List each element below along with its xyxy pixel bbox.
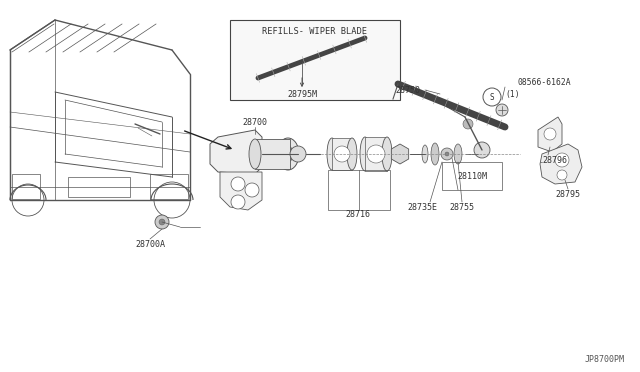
Text: 28795M: 28795M — [287, 90, 317, 99]
Circle shape — [245, 183, 259, 197]
Circle shape — [367, 145, 385, 163]
Text: 28796: 28796 — [543, 155, 568, 164]
Text: JP8700PM: JP8700PM — [585, 356, 625, 365]
Ellipse shape — [283, 146, 293, 162]
Circle shape — [496, 104, 508, 116]
Bar — [68, 177, 130, 197]
Text: S: S — [490, 93, 494, 102]
Circle shape — [334, 146, 350, 162]
Polygon shape — [391, 144, 409, 164]
Bar — [332, 138, 352, 170]
Polygon shape — [220, 172, 262, 210]
Bar — [12, 174, 40, 199]
Text: 28700A: 28700A — [135, 240, 165, 248]
Polygon shape — [210, 130, 262, 174]
Bar — [150, 174, 188, 199]
Text: 28110M: 28110M — [457, 171, 487, 180]
Circle shape — [159, 219, 165, 225]
Ellipse shape — [347, 138, 357, 170]
Polygon shape — [540, 144, 582, 184]
Circle shape — [474, 142, 490, 158]
Circle shape — [557, 170, 567, 180]
Ellipse shape — [249, 139, 261, 169]
Ellipse shape — [382, 137, 392, 171]
Polygon shape — [538, 117, 562, 152]
Circle shape — [290, 146, 306, 162]
Bar — [255, 139, 290, 169]
Text: 28700: 28700 — [243, 118, 268, 126]
Ellipse shape — [360, 137, 370, 171]
Ellipse shape — [327, 138, 337, 170]
Text: 28735E: 28735E — [407, 202, 437, 212]
Circle shape — [445, 152, 449, 156]
Text: 28750: 28750 — [395, 86, 420, 94]
Text: 28795: 28795 — [556, 189, 580, 199]
Text: (1): (1) — [505, 90, 520, 99]
Ellipse shape — [422, 145, 428, 163]
Circle shape — [463, 119, 473, 129]
Ellipse shape — [277, 138, 299, 170]
Circle shape — [441, 148, 453, 160]
Circle shape — [544, 128, 556, 140]
Ellipse shape — [431, 143, 439, 165]
Bar — [365, 137, 387, 171]
Text: 28755: 28755 — [449, 202, 474, 212]
Ellipse shape — [454, 144, 462, 164]
Text: REFILLS- WIPER BLADE: REFILLS- WIPER BLADE — [262, 26, 367, 35]
Circle shape — [231, 177, 245, 191]
Bar — [442, 162, 502, 190]
Text: 28716: 28716 — [346, 209, 371, 218]
Circle shape — [231, 195, 245, 209]
Text: 08566-6162A: 08566-6162A — [518, 77, 572, 87]
Circle shape — [155, 215, 169, 229]
Circle shape — [555, 153, 569, 167]
Bar — [230, 20, 400, 100]
Bar — [328, 170, 390, 210]
